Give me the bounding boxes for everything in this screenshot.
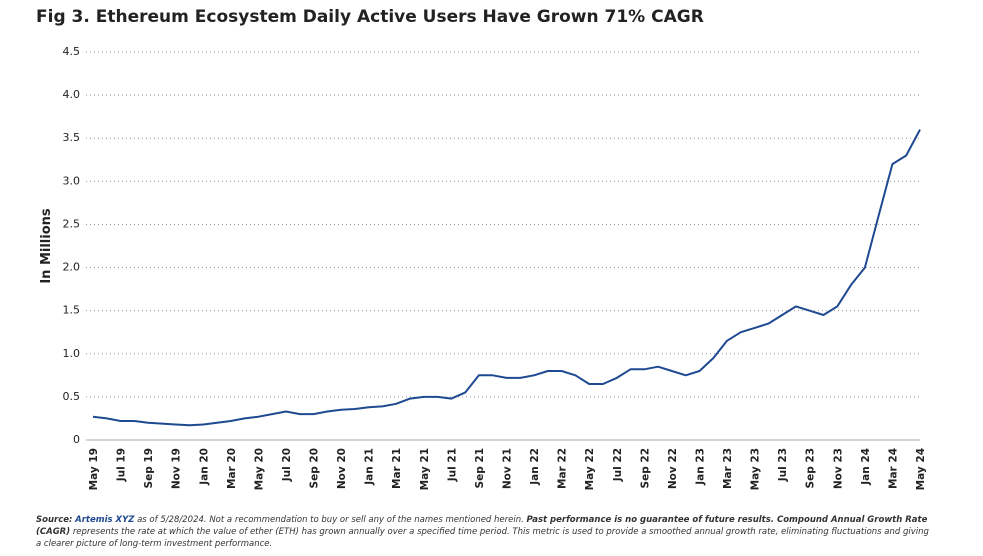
x-tick-label: Jan 22 (529, 448, 541, 486)
x-tick-label: Mar 21 (391, 448, 403, 489)
x-tick-label: Jul 19 (116, 448, 128, 482)
x-tick-label: Nov 19 (171, 448, 183, 489)
x-tick-label: Jan 24 (860, 448, 872, 486)
x-tick-label: May 23 (750, 448, 762, 490)
x-tick-label: Nov 22 (667, 448, 679, 489)
x-tick-label: May 21 (419, 448, 431, 490)
x-tick-label: Jul 22 (612, 448, 624, 482)
y-tick-label: 0.5 (63, 390, 81, 403)
source-note: Source: Artemis XYZ as of 5/28/2024. Not… (36, 514, 936, 550)
x-tick-label: Jan 23 (694, 448, 706, 486)
y-tick-label: 4.0 (63, 88, 81, 101)
x-tick-label: Mar 20 (226, 448, 238, 489)
y-tick-label: 4.5 (63, 45, 81, 58)
x-tick-label: Nov 21 (502, 448, 514, 489)
x-tick-label: Mar 22 (557, 448, 569, 489)
source-text: as of 5/28/2024. Not a recommendation to… (137, 515, 524, 525)
y-tick-label: 2.0 (63, 261, 81, 274)
x-tick-label: Mar 24 (887, 448, 899, 489)
y-tick-label: 1.0 (63, 347, 81, 360)
x-tick-label: Jul 23 (777, 448, 789, 482)
x-tick-label: Sep 20 (309, 448, 321, 488)
x-tick-label: May 22 (584, 448, 596, 490)
x-tick-label: Sep 21 (474, 448, 486, 488)
chart-title: Fig 3. Ethereum Ecosystem Daily Active U… (36, 7, 704, 27)
source-label: Source: (36, 515, 73, 525)
y-tick-label: 3.5 (63, 131, 81, 144)
x-tick-label: Sep 23 (805, 448, 817, 488)
data-line (92, 129, 921, 427)
y-axis-label: In Millions (39, 208, 54, 284)
x-tick-label: May 20 (253, 448, 265, 490)
source-definition: represents the rate at which the value o… (36, 527, 929, 549)
y-tick-label: 3.0 (63, 174, 81, 187)
x-tick-label: Jul 20 (281, 448, 293, 482)
x-tick-label: Jan 20 (198, 448, 210, 486)
x-tick-label: May 19 (88, 448, 100, 490)
x-tick-label: Mar 23 (722, 448, 734, 489)
y-tick-label: 0 (73, 433, 80, 446)
source-emphasis: Past performance is no guarantee of futu… (36, 515, 928, 537)
x-tick-label: Nov 20 (336, 448, 348, 489)
source-name: Artemis XYZ (75, 515, 135, 525)
x-tick-label: Jul 21 (446, 448, 458, 482)
y-tick-label: 2.5 (63, 217, 81, 230)
x-tick-label: Sep 19 (143, 448, 155, 488)
x-tick-label: Jan 21 (364, 448, 376, 486)
y-tick-label: 1.5 (63, 304, 81, 317)
x-tick-label: May 24 (915, 448, 927, 490)
chart: Fig 3. Ethereum Ecosystem Daily Active U… (36, 7, 927, 490)
x-tick-label: Nov 23 (832, 448, 844, 489)
x-tick-label: Sep 22 (639, 448, 651, 488)
